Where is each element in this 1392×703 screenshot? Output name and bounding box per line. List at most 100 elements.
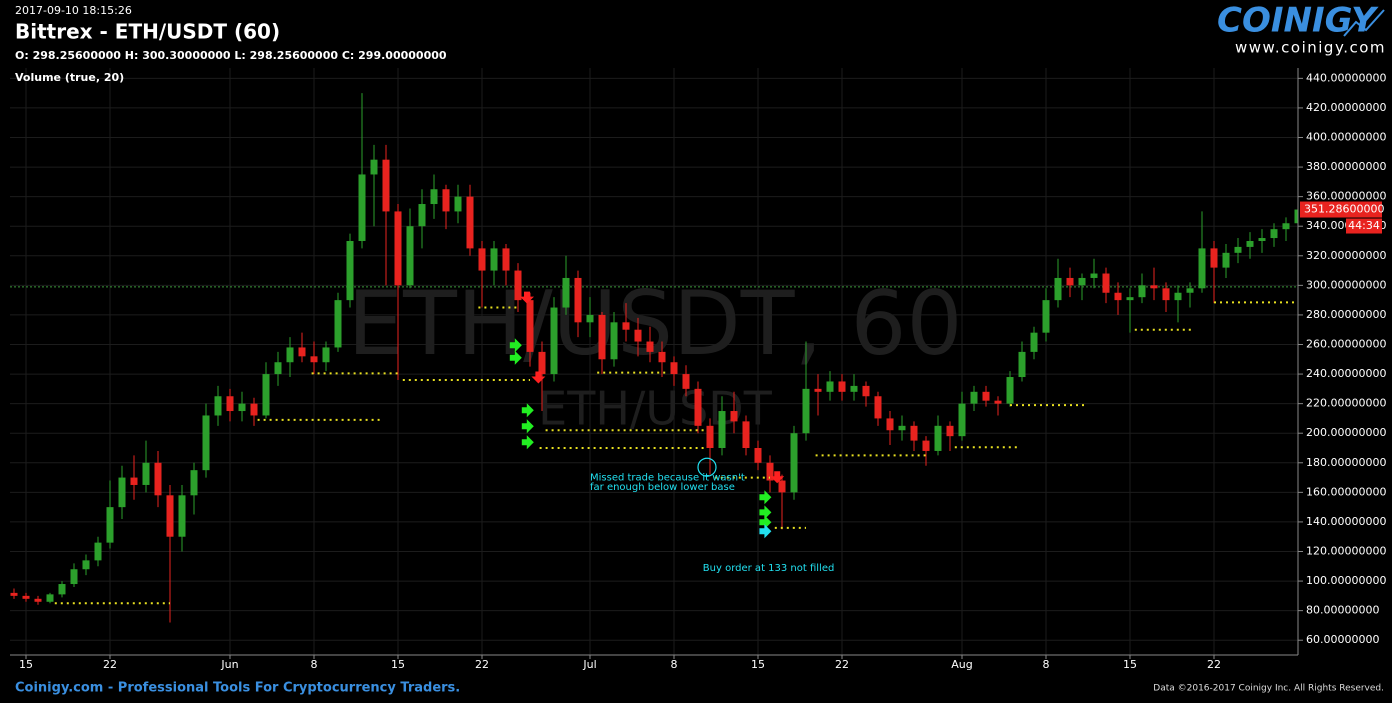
y-tick-label: 80.00000000 bbox=[1306, 604, 1379, 617]
x-tick-label: Jun bbox=[220, 658, 238, 671]
x-tick-label: 22 bbox=[1207, 658, 1221, 671]
candle-body bbox=[1186, 288, 1194, 293]
candle-body bbox=[898, 425, 906, 431]
x-tick-label: 22 bbox=[835, 658, 849, 671]
y-tick-label: 400.00000000 bbox=[1306, 130, 1386, 143]
missed-trade-circle bbox=[697, 457, 717, 477]
candle-body bbox=[1126, 297, 1134, 301]
candle-body bbox=[946, 425, 954, 437]
grid bbox=[10, 68, 1298, 655]
y-tick-label: 280.00000000 bbox=[1306, 308, 1386, 321]
indicator-label: Volume (true, 20) bbox=[15, 71, 124, 84]
y-tick-label: 420.00000000 bbox=[1306, 101, 1386, 114]
candle-body bbox=[790, 433, 798, 493]
candle-body bbox=[1066, 277, 1074, 286]
candle-body bbox=[742, 421, 750, 448]
buy-arrow bbox=[509, 350, 522, 365]
sell-arrow bbox=[531, 371, 546, 384]
candle-body bbox=[202, 415, 210, 471]
candle-body bbox=[658, 351, 666, 363]
candle-body bbox=[1294, 209, 1298, 224]
candle-body bbox=[1210, 248, 1218, 268]
candle-body bbox=[70, 569, 78, 585]
last-price-tag bbox=[1300, 201, 1382, 218]
candle-body bbox=[1162, 288, 1170, 301]
unfilled-arrow bbox=[759, 524, 772, 539]
candle-body bbox=[994, 400, 1002, 404]
buy-arrow bbox=[509, 338, 522, 353]
candle-body bbox=[754, 447, 762, 463]
candle-body bbox=[634, 329, 642, 342]
x-tick-label: Aug bbox=[951, 658, 972, 671]
x-tick-label: 22 bbox=[103, 658, 117, 671]
candle-body bbox=[766, 462, 774, 481]
candle-body bbox=[238, 403, 246, 412]
candle-body bbox=[694, 388, 702, 426]
buy-arrow bbox=[521, 435, 534, 450]
candle-body bbox=[166, 495, 174, 537]
candle-body bbox=[214, 396, 222, 416]
annotation: Missed trade because it wasn't bbox=[590, 473, 745, 484]
candle-body bbox=[178, 495, 186, 537]
candle-body bbox=[250, 403, 258, 416]
candle-body bbox=[106, 507, 114, 543]
candle-body bbox=[478, 248, 486, 271]
candle-body bbox=[298, 347, 306, 357]
candle-body bbox=[466, 196, 474, 249]
candle-body bbox=[922, 440, 930, 451]
candle-body bbox=[670, 362, 678, 375]
candle-body bbox=[1138, 285, 1146, 298]
y-tick-label: 360.00000000 bbox=[1306, 190, 1386, 203]
candle-body bbox=[1282, 223, 1290, 230]
annotation: far enough below lower base bbox=[590, 482, 735, 493]
candle-body bbox=[718, 411, 726, 448]
y-tick-label: 260.00000000 bbox=[1306, 337, 1386, 350]
candle-body bbox=[394, 211, 402, 286]
candle-body bbox=[514, 270, 522, 301]
candle-body bbox=[226, 396, 234, 412]
candle-body bbox=[334, 300, 342, 348]
y-tick-label: 220.00000000 bbox=[1306, 397, 1386, 410]
candle-body bbox=[598, 314, 606, 360]
ohlc-readout: O: 298.25600000 H: 300.30000000 L: 298.2… bbox=[15, 49, 447, 62]
candle-body bbox=[82, 560, 90, 570]
candle-body bbox=[802, 388, 810, 434]
countdown: 44:34 bbox=[1348, 219, 1380, 232]
candle-body bbox=[934, 425, 942, 451]
candle-body bbox=[370, 159, 378, 175]
candle-body bbox=[310, 356, 318, 363]
annotation: Buy order at 133 not filled bbox=[703, 563, 835, 574]
logo: COINIGY bbox=[1217, 1, 1379, 41]
candle-body bbox=[778, 480, 786, 493]
chart-title: Bittrex - ETH/USDT (60) bbox=[15, 20, 280, 44]
candle-body bbox=[418, 204, 426, 227]
candle-body bbox=[646, 341, 654, 352]
candle-body bbox=[706, 425, 714, 448]
candle-body bbox=[190, 470, 198, 496]
candle-body bbox=[874, 396, 882, 419]
y-tick-label: 140.00000000 bbox=[1306, 515, 1386, 528]
candle-body bbox=[682, 374, 690, 389]
sell-arrow bbox=[520, 291, 534, 304]
candle-body bbox=[1234, 246, 1242, 253]
timestamp: 2017-09-10 18:15:26 bbox=[15, 4, 132, 17]
candle-body bbox=[346, 240, 354, 301]
candle-body bbox=[1198, 248, 1206, 289]
candle-body bbox=[1030, 332, 1038, 352]
candle-body bbox=[154, 462, 162, 496]
candle-body bbox=[586, 314, 594, 323]
candle-body bbox=[1150, 285, 1158, 289]
footer-right: Data ©2016-2017 Coinigy Inc. All Rights … bbox=[1153, 684, 1384, 694]
candle-body bbox=[1174, 292, 1182, 301]
buy-arrow bbox=[759, 505, 772, 520]
candle-body bbox=[1078, 277, 1086, 286]
x-tick-label: 8 bbox=[671, 658, 678, 671]
candle-body bbox=[850, 385, 858, 392]
candle-body bbox=[538, 351, 546, 375]
buy-arrow bbox=[521, 403, 534, 418]
candle-body bbox=[550, 307, 558, 375]
candle-body bbox=[970, 391, 978, 404]
candle-body bbox=[1222, 252, 1230, 268]
candle-body bbox=[430, 189, 438, 205]
